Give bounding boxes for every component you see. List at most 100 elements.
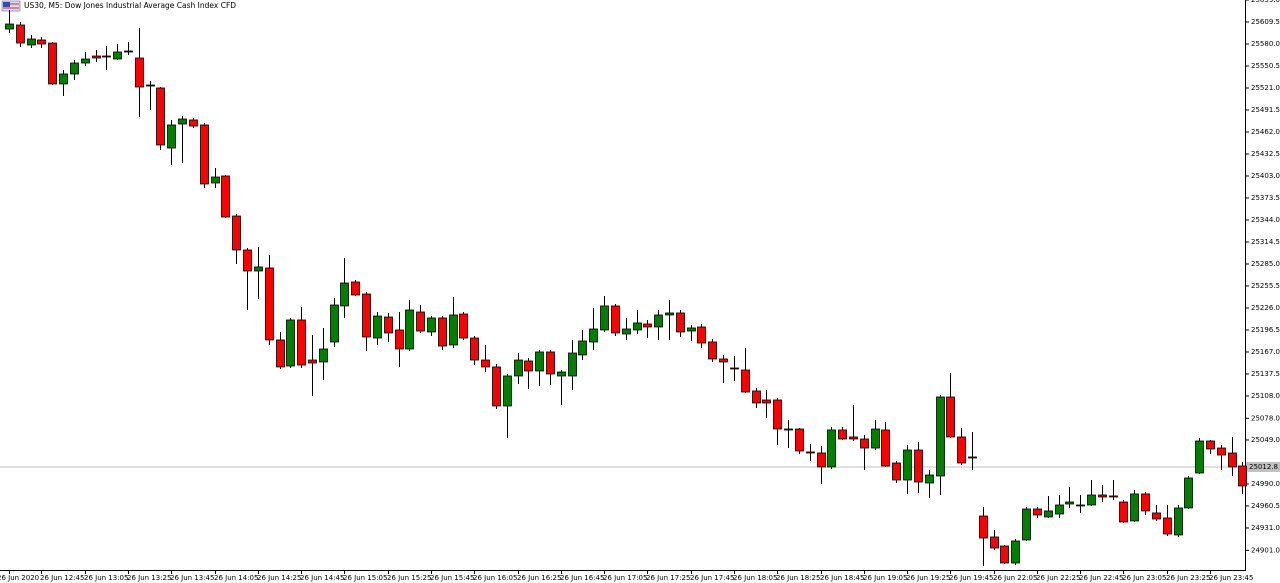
candle-body — [1195, 440, 1204, 474]
candle-body — [1109, 495, 1118, 498]
x-tick-label: 26 Jun 18:25 — [776, 574, 820, 582]
candle-body — [665, 312, 674, 316]
y-tick-label: 25462.0 — [1251, 128, 1280, 136]
candle-body — [102, 55, 111, 58]
candle-body — [687, 327, 696, 332]
candle-body — [384, 316, 393, 334]
candle-body — [892, 462, 901, 481]
candle-body — [1011, 540, 1020, 564]
x-tick-label: 26 Jun 2020 — [0, 574, 39, 582]
y-tick-label: 25403.0 — [1251, 172, 1280, 180]
candle-body — [1238, 465, 1247, 487]
candle-body — [643, 323, 652, 328]
candle-body — [957, 436, 966, 464]
x-tick-label: 26 Jun 17:05 — [603, 574, 647, 582]
x-tick-label: 26 Jun 16:05 — [473, 574, 517, 582]
candle-body — [37, 39, 46, 45]
candle-body — [784, 428, 793, 431]
candle-body — [1033, 508, 1042, 516]
price-label-box — [1246, 461, 1280, 472]
candle-body — [719, 358, 728, 363]
x-tick-label: 26 Jun 15:25 — [387, 574, 431, 582]
candle-body — [1065, 501, 1074, 505]
candle-body — [946, 396, 955, 438]
candle-body — [881, 429, 890, 467]
candle-body — [1163, 517, 1172, 535]
candle-body — [1184, 477, 1193, 509]
candle-body — [762, 399, 771, 404]
candle-body — [16, 24, 25, 44]
y-tick-label: 25255.5 — [1251, 282, 1280, 290]
y-tick-label: 25285.0 — [1251, 260, 1280, 268]
candle-body — [1217, 447, 1226, 456]
y-tick-label: 25344.0 — [1251, 216, 1280, 224]
x-tick-label: 26 Jun 19:05 — [863, 574, 907, 582]
candle-body — [1055, 504, 1064, 515]
candle-body — [395, 329, 404, 350]
candle-body — [925, 474, 934, 484]
x-tick-label: 26 Jun 13:25 — [127, 574, 171, 582]
y-tick-label: 25226.0 — [1251, 304, 1280, 312]
x-tick-label: 26 Jun 15:05 — [343, 574, 387, 582]
candle-body — [827, 429, 836, 468]
candle-body — [578, 340, 587, 356]
candle-body — [405, 309, 414, 350]
y-tick-label: 25196.5 — [1251, 326, 1280, 334]
x-tick-label: 26 Jun 23:25 — [1166, 574, 1210, 582]
y-tick-label: 25167.0 — [1251, 348, 1280, 356]
candle-body — [752, 390, 761, 404]
candle-body — [654, 314, 663, 328]
candle-body — [568, 352, 577, 377]
x-tick-label: 26 Jun 15:45 — [430, 574, 474, 582]
x-tick-label: 26 Jun 17:25 — [646, 574, 690, 582]
candle-body — [600, 305, 609, 331]
y-tick-label: 24931.0 — [1251, 524, 1280, 532]
candle-body — [514, 359, 523, 377]
candle-body — [297, 319, 306, 366]
candle-body — [470, 337, 479, 361]
candle-body — [849, 436, 858, 440]
candle-body — [697, 326, 706, 344]
symbol-icon — [1, 0, 21, 12]
x-tick-label: 26 Jun 14:25 — [257, 574, 301, 582]
candle-body — [135, 57, 144, 88]
candle-body — [1076, 504, 1085, 507]
x-tick-label: 26 Jun 19:25 — [906, 574, 950, 582]
candle-body — [221, 175, 230, 218]
y-tick-label: 25580.0 — [1251, 40, 1280, 48]
candle-body — [427, 317, 436, 333]
candle-body — [189, 119, 198, 127]
candle-body — [1141, 493, 1150, 512]
candle-body — [81, 58, 90, 64]
candle-body — [449, 314, 458, 346]
x-tick-label: 26 Jun 16:25 — [517, 574, 561, 582]
candle-body — [286, 319, 295, 367]
x-tick-label: 26 Jun 23:05 — [1122, 574, 1166, 582]
candle-body — [113, 51, 122, 60]
candle-body — [979, 515, 988, 539]
candle-body — [459, 313, 468, 339]
candle-body — [416, 311, 425, 332]
candle-body — [1087, 494, 1096, 506]
candle-body — [351, 281, 360, 296]
candle-body — [1119, 501, 1128, 523]
x-tick-label: 26 Jun 22:45 — [1079, 574, 1123, 582]
y-tick-label: 25373.5 — [1251, 194, 1280, 202]
candle-body — [773, 399, 782, 430]
x-tick-label: 26 Jun 18:05 — [733, 574, 777, 582]
candle-body — [1098, 494, 1107, 498]
candle-body — [860, 438, 869, 449]
y-tick-label: 25521.0 — [1251, 84, 1280, 92]
x-tick-label: 26 Jun 14:45 — [300, 574, 344, 582]
candle-body — [362, 293, 371, 338]
candle-body — [92, 55, 101, 59]
y-tick-label: 25432.5 — [1251, 150, 1280, 158]
candle-body — [1228, 452, 1237, 468]
candle-body — [211, 176, 220, 184]
candle-body — [1206, 440, 1215, 450]
candle-body — [903, 449, 912, 481]
y-tick-label: 25137.5 — [1251, 370, 1280, 378]
candle-body — [503, 375, 512, 407]
candle-body — [27, 38, 36, 46]
